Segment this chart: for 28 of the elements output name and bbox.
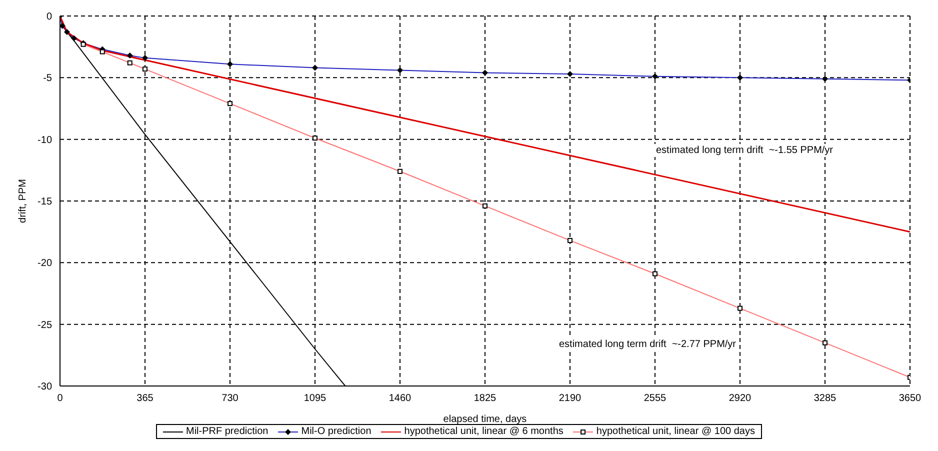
legend-label: Mil-PRF prediction	[186, 426, 268, 437]
y-tick-label: -10	[38, 134, 52, 146]
x-tick-label: 2190	[558, 393, 582, 404]
x-tick-label: 365	[136, 393, 154, 404]
y-axis-title: drift, PPM	[18, 179, 29, 223]
x-tick-label: 2920	[728, 393, 752, 404]
y-tick-label: 0	[46, 12, 52, 23]
x-tick-label: 1825	[474, 393, 497, 404]
legend-label: hypothetical unit, linear @ 6 months	[404, 426, 564, 437]
x-tick-label: 3650	[898, 393, 922, 404]
x-tick-label: 1095	[304, 393, 327, 404]
x-tick-label: 0	[57, 393, 64, 404]
y-tick-label: -15	[38, 196, 52, 208]
y-tick-label: -20	[38, 258, 52, 270]
x-tick-label: 1460	[388, 393, 412, 404]
y-tick-label: -25	[38, 320, 52, 331]
x-tick-label: 730	[222, 393, 239, 404]
x-axis-title: elapsed time, days	[443, 414, 527, 425]
point	[64, 29, 70, 36]
y-tick-label: -5	[43, 73, 52, 84]
annotation: estimated long term drift ~-2.77 PPM/yr	[556, 338, 740, 351]
y-tick-label: -30	[38, 382, 52, 393]
annotation: estimated long term drift ~-1.55 PPM/yr	[653, 144, 836, 157]
legend-label: Mil-O prediction	[301, 426, 372, 437]
x-tick-label: 2555	[644, 393, 667, 404]
legend-label: hypothetical unit, linear @ 100 days	[596, 426, 755, 437]
x-tick-label: 3285	[814, 393, 837, 404]
point	[60, 22, 66, 29]
